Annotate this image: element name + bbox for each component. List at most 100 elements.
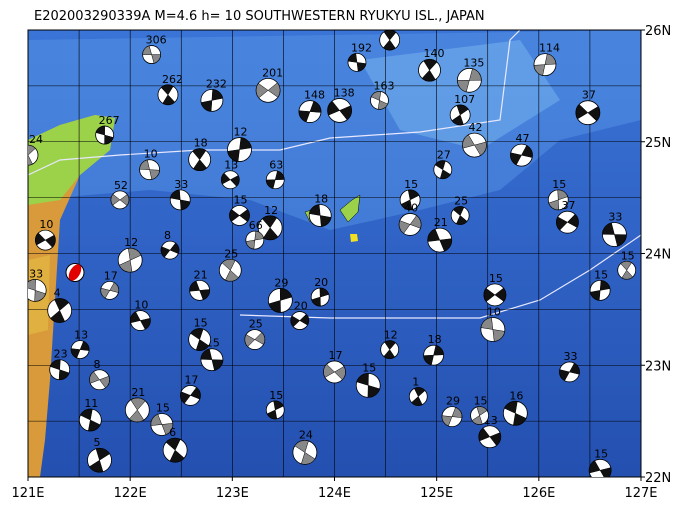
depth-label: 201 <box>262 66 283 79</box>
compression-quadrant <box>89 371 110 389</box>
depth-label: 201 <box>384 18 405 31</box>
depth-label: 10 <box>487 305 501 318</box>
depth-label: 33 <box>174 178 188 191</box>
lon-label: 125E <box>420 486 453 501</box>
focal-mechanism <box>150 413 174 436</box>
focal-mechanism <box>265 170 285 190</box>
compression-quadrant <box>356 373 381 398</box>
depth-label: 4 <box>54 286 61 299</box>
compression-quadrant <box>533 53 557 76</box>
focal-mechanism <box>290 311 310 330</box>
compression-quadrant <box>556 213 579 231</box>
focal-mechanism <box>180 385 201 406</box>
lon-label: 127E <box>624 486 657 501</box>
depth-label: 163 <box>373 79 394 92</box>
compression-quadrant <box>28 279 46 302</box>
lon-label: 122E <box>114 486 147 501</box>
depth-label: 37 <box>561 199 575 212</box>
compression-quadrant <box>590 280 611 301</box>
focal-mechanism <box>502 400 528 426</box>
depth-label: 15 <box>194 317 208 330</box>
focal-mechanism <box>124 397 150 423</box>
compression-quadrant <box>398 215 422 234</box>
depth-label: 17 <box>104 269 118 282</box>
compression-quadrant <box>255 82 281 99</box>
focal-mechanism <box>142 45 162 64</box>
compression-quadrant <box>602 222 627 247</box>
compression-quadrant <box>35 232 56 248</box>
focal-mechanism <box>556 210 579 234</box>
focal-mechanism <box>70 340 90 360</box>
compression-quadrant <box>100 282 119 299</box>
lat-label: 22N <box>645 471 671 486</box>
compression-quadrant <box>265 170 285 189</box>
focal-mechanism <box>100 280 120 300</box>
focal-mechanism <box>162 437 188 463</box>
focal-mechanism <box>87 447 112 473</box>
focal-mechanism <box>617 260 637 280</box>
compression-quadrant <box>411 387 426 406</box>
focal-mechanism <box>408 387 428 406</box>
depth-label: 6 <box>169 426 176 439</box>
depth-label: 20 <box>294 300 308 313</box>
depth-label: 306 <box>146 34 167 47</box>
depth-label: 29 <box>274 276 288 289</box>
focal-mechanism <box>470 406 489 425</box>
lat-label: 24N <box>645 248 671 263</box>
compression-quadrant <box>266 400 284 420</box>
depth-label: 17 <box>184 373 198 386</box>
focal-mechanism <box>160 240 180 260</box>
focal-mechanism <box>433 160 453 180</box>
depth-label: 37 <box>582 89 596 102</box>
compression-quadrant <box>221 172 240 187</box>
focal-mechanism <box>34 229 56 251</box>
focal-mechanism <box>28 278 47 302</box>
focal-mechanism <box>189 279 211 301</box>
depth-label: 29 <box>446 395 460 408</box>
depth-label: 47 <box>515 132 529 145</box>
depth-label: 15 <box>621 249 635 262</box>
focal-mechanism <box>49 359 71 381</box>
depth-label: 262 <box>162 73 183 86</box>
compression-quadrant <box>130 311 151 330</box>
compression-quadrant <box>575 104 601 122</box>
focal-mechanism <box>47 298 73 323</box>
depth-label: 40 <box>404 201 418 214</box>
focal-mechanism <box>310 287 330 307</box>
compression-quadrant <box>229 209 250 222</box>
compression-quadrant <box>221 259 239 282</box>
compression-quadrant <box>200 348 224 371</box>
compression-quadrant <box>180 387 201 404</box>
compression-quadrant <box>559 362 580 382</box>
depth-label: 10 <box>134 299 148 312</box>
focal-mechanism <box>227 137 252 162</box>
focal-mechanism <box>355 372 381 398</box>
depth-label: 15 <box>489 272 503 285</box>
depth-label: 15 <box>269 389 283 402</box>
compression-quadrant <box>142 45 161 64</box>
main-event <box>65 262 85 282</box>
focal-mechanism <box>229 205 250 226</box>
focal-mechanism <box>200 89 224 112</box>
focal-mechanism <box>480 317 506 342</box>
focal-mechanism <box>89 369 110 391</box>
depth-label: 10 <box>144 148 158 161</box>
depth-label: 5 <box>94 436 101 449</box>
focal-mechanism <box>449 104 471 126</box>
focal-mechanism <box>255 77 281 103</box>
depth-label: 15 <box>404 178 418 191</box>
compression-quadrant <box>189 280 210 301</box>
focal-mechanism <box>292 440 318 465</box>
compression-quadrant <box>462 134 487 156</box>
compression-quadrant <box>245 230 264 250</box>
focal-mechanism <box>398 213 422 236</box>
depth-label: 124 <box>22 133 43 146</box>
depth-label: 18 <box>314 193 328 206</box>
focal-mechanism <box>510 143 533 167</box>
compression-quadrant <box>89 448 110 473</box>
depth-label: 27 <box>437 149 451 162</box>
focal-mechanism <box>602 222 627 247</box>
compression-quadrant <box>110 193 130 206</box>
